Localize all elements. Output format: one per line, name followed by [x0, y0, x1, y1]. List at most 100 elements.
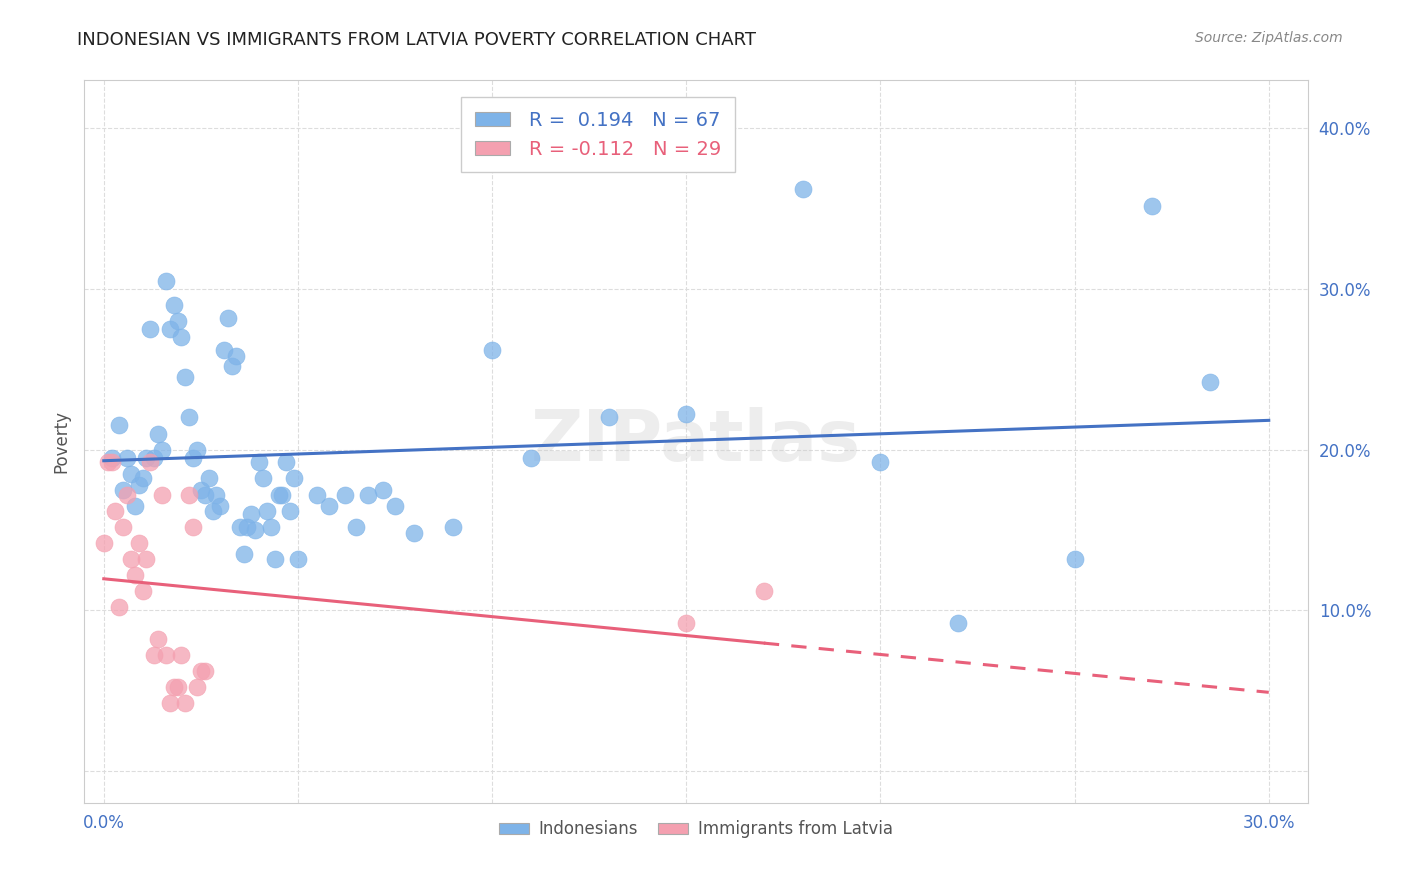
Point: [131, 583, 153, 598]
Point: [131, 471, 153, 485]
Point: [333, 487, 356, 501]
Point: [271, 487, 294, 501]
Point: [373, 483, 395, 497]
Point: [124, 499, 146, 513]
Point: [190, 483, 212, 497]
Point: [441, 519, 464, 533]
Point: [159, 696, 181, 710]
Point: [170, 330, 193, 344]
Point: [179, 410, 201, 425]
Point: [245, 523, 267, 537]
Point: [675, 615, 697, 630]
Point: [946, 615, 969, 630]
Point: [318, 499, 340, 513]
Point: [120, 551, 142, 566]
Point: [128, 478, 150, 492]
Point: [174, 696, 197, 710]
Point: [115, 487, 138, 501]
Point: [135, 551, 157, 566]
Point: [212, 343, 235, 357]
Point: [267, 487, 290, 501]
Point: [170, 648, 193, 662]
Point: [205, 487, 228, 501]
Text: Source: ZipAtlas.com: Source: ZipAtlas.com: [1195, 31, 1343, 45]
Point: [139, 455, 162, 469]
Point: [263, 551, 285, 566]
Legend: Indonesians, Immigrants from Latvia: Indonesians, Immigrants from Latvia: [492, 814, 900, 845]
Point: [197, 471, 219, 485]
Point: [232, 547, 254, 561]
Point: [278, 503, 301, 517]
Point: [181, 519, 204, 533]
Point: [166, 314, 188, 328]
Point: [115, 450, 138, 465]
Point: [1199, 375, 1222, 389]
Point: [163, 680, 186, 694]
Point: [675, 407, 697, 421]
Point: [139, 322, 162, 336]
Point: [181, 450, 204, 465]
Point: [108, 599, 131, 614]
Point: [194, 487, 217, 501]
Point: [598, 410, 620, 425]
Point: [520, 450, 543, 465]
Point: [221, 359, 243, 373]
Point: [112, 483, 135, 497]
Point: [108, 418, 131, 433]
Point: [155, 648, 177, 662]
Point: [404, 526, 426, 541]
Point: [481, 343, 503, 357]
Point: [120, 467, 142, 481]
Point: [228, 519, 250, 533]
Point: [143, 648, 166, 662]
Point: [100, 450, 122, 465]
Point: [384, 499, 406, 513]
Point: [143, 450, 166, 465]
Point: [236, 519, 259, 533]
Point: [283, 471, 305, 485]
Point: [186, 680, 208, 694]
Point: [194, 664, 217, 678]
Point: [146, 426, 169, 441]
Point: [357, 487, 380, 501]
Point: [1142, 198, 1164, 212]
Point: [174, 370, 197, 384]
Point: [201, 503, 224, 517]
Point: [128, 535, 150, 549]
Point: [163, 298, 186, 312]
Point: [287, 551, 309, 566]
Point: [97, 455, 120, 469]
Text: ZIPatlas: ZIPatlas: [531, 407, 860, 476]
Point: [276, 455, 298, 469]
Point: [112, 519, 135, 533]
Point: [247, 455, 270, 469]
Point: [146, 632, 169, 646]
Point: [150, 442, 173, 457]
Point: [179, 487, 201, 501]
Point: [752, 583, 775, 598]
Point: [217, 310, 239, 325]
Y-axis label: Poverty: Poverty: [52, 410, 70, 473]
Point: [307, 487, 329, 501]
Point: [135, 450, 157, 465]
Point: [190, 664, 212, 678]
Point: [159, 322, 181, 336]
Point: [260, 519, 283, 533]
Point: [252, 471, 274, 485]
Point: [100, 455, 122, 469]
Text: INDONESIAN VS IMMIGRANTS FROM LATVIA POVERTY CORRELATION CHART: INDONESIAN VS IMMIGRANTS FROM LATVIA POV…: [77, 31, 756, 49]
Point: [155, 274, 177, 288]
Point: [792, 182, 814, 196]
Point: [256, 503, 278, 517]
Point: [150, 487, 173, 501]
Point: [1063, 551, 1085, 566]
Point: [240, 507, 263, 521]
Point: [209, 499, 232, 513]
Point: [344, 519, 367, 533]
Point: [225, 350, 247, 364]
Point: [93, 535, 115, 549]
Point: [124, 567, 146, 582]
Point: [869, 455, 891, 469]
Point: [166, 680, 188, 694]
Point: [104, 503, 127, 517]
